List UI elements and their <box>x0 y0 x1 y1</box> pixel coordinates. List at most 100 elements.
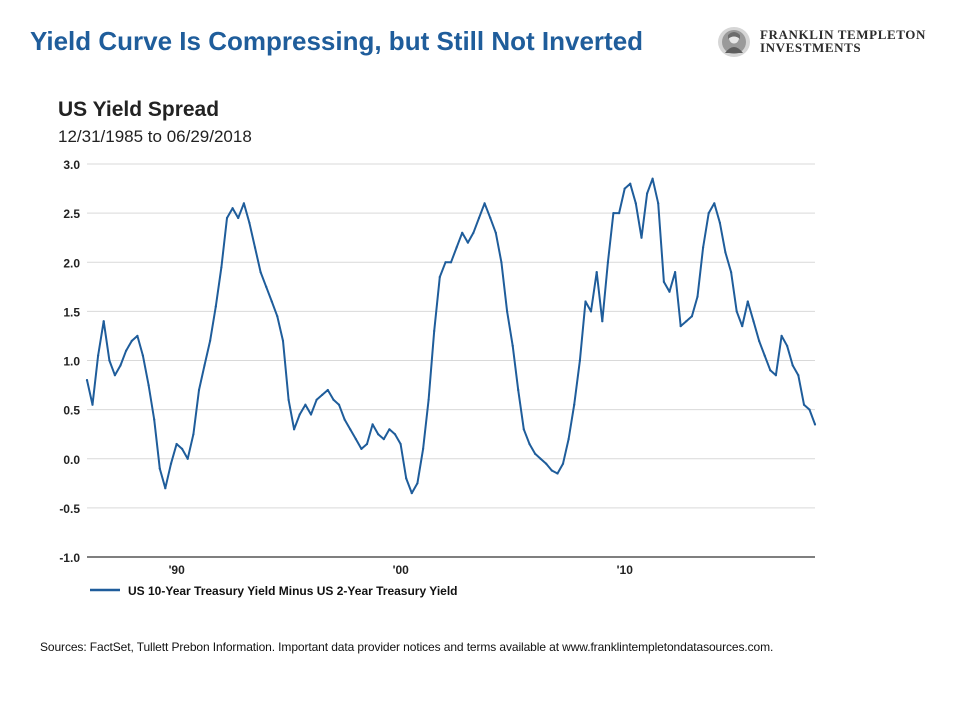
data-point <box>730 271 733 274</box>
data-point <box>517 388 520 392</box>
data-point <box>337 403 341 406</box>
data-point <box>231 207 234 210</box>
data-point <box>500 261 503 264</box>
data-point <box>388 428 391 431</box>
data-point <box>270 300 273 303</box>
data-point <box>181 447 184 450</box>
y-tick-label: 1.0 <box>63 355 80 369</box>
data-point <box>623 187 626 190</box>
data-point <box>746 300 749 303</box>
data-point <box>203 364 206 367</box>
data-point <box>685 320 688 323</box>
data-point <box>410 492 413 495</box>
data-point <box>444 261 447 264</box>
brand-logo: FRANKLIN TEMPLETON INVESTMENTS <box>716 26 946 60</box>
data-point <box>758 339 761 342</box>
data-point <box>506 310 509 313</box>
data-point <box>393 433 397 436</box>
data-point <box>405 477 408 480</box>
data-point <box>97 354 100 357</box>
data-point <box>489 216 492 220</box>
data-point <box>422 447 425 450</box>
data-point <box>477 216 481 220</box>
data-point <box>769 369 772 372</box>
series-layer <box>85 177 817 495</box>
data-point <box>147 384 150 387</box>
data-point <box>573 403 576 406</box>
chart-title: US Yield Spread <box>58 98 220 121</box>
data-point <box>646 192 649 195</box>
data-point <box>186 457 189 460</box>
data-point <box>248 221 251 224</box>
y-axis-tick-labels: -1.0 -0.5 0.0 0.5 1.0 1.5 2.0 2.5 3.0 <box>59 158 80 565</box>
page-headline: Yield Curve Is Compressing, but Still No… <box>30 26 644 56</box>
data-point <box>108 359 111 362</box>
yield-spread-line-chart: -1.0-0.50.00.51.01.52.02.53.0 '90'00'10 … <box>59 158 817 598</box>
data-point <box>483 202 486 205</box>
data-point <box>561 462 565 465</box>
data-point <box>472 231 475 234</box>
data-point <box>309 413 313 416</box>
data-point <box>321 393 324 396</box>
data-point <box>175 442 178 446</box>
series-line-yield-spread <box>86 177 816 495</box>
data-point <box>567 438 570 441</box>
data-point <box>153 418 156 421</box>
data-point <box>365 442 369 446</box>
data-point <box>539 457 542 460</box>
data-point <box>197 388 201 392</box>
brand-wordmark: FRANKLIN TEMPLETON INVESTMENTS <box>760 28 926 54</box>
data-point <box>298 413 301 416</box>
y-tick-label: 3.0 <box>63 158 80 172</box>
data-point <box>634 202 637 205</box>
data-point <box>813 423 817 426</box>
data-point <box>158 467 161 470</box>
data-point <box>707 212 710 215</box>
data-point <box>281 339 285 342</box>
data-point <box>253 246 257 249</box>
data-point <box>169 462 173 465</box>
data-point <box>209 339 212 342</box>
data-point <box>679 325 682 328</box>
data-point <box>102 320 105 323</box>
data-point <box>808 408 811 411</box>
x-tick-label: '90 <box>169 563 186 577</box>
data-point <box>91 403 94 406</box>
data-point <box>802 403 806 406</box>
data-point <box>606 261 610 264</box>
data-point <box>438 275 441 279</box>
data-point <box>584 300 587 303</box>
data-point <box>130 339 133 342</box>
y-tick-label: -1.0 <box>59 551 80 565</box>
legend-label: US 10-Year Treasury Yield Minus US 2-Yea… <box>128 584 458 598</box>
data-point <box>545 462 548 465</box>
brand-name-line2: INVESTMENTS <box>760 40 862 55</box>
data-point <box>220 266 223 269</box>
data-point <box>528 442 531 446</box>
gridlines <box>87 163 815 558</box>
data-point <box>696 295 699 298</box>
data-point <box>774 374 778 377</box>
data-point <box>164 487 167 490</box>
data-point <box>752 320 755 323</box>
data-point <box>371 423 374 426</box>
data-point <box>326 388 329 392</box>
legend: US 10-Year Treasury Yield Minus US 2-Yea… <box>90 584 458 598</box>
x-tick-label: '00 <box>393 563 410 577</box>
data-point <box>382 438 385 441</box>
data-point <box>550 469 553 472</box>
data-point <box>674 271 677 274</box>
data-point <box>399 442 402 446</box>
y-tick-label: 2.0 <box>63 256 80 270</box>
data-point <box>332 398 335 401</box>
data-point <box>601 320 604 323</box>
data-point <box>494 231 497 234</box>
data-point <box>214 305 217 308</box>
data-point <box>640 236 643 239</box>
data-point <box>125 349 128 352</box>
data-point <box>466 241 469 244</box>
y-tick-label: 1.5 <box>63 305 80 319</box>
data-point <box>455 246 458 249</box>
data-point <box>237 216 240 220</box>
data-point <box>595 271 598 274</box>
